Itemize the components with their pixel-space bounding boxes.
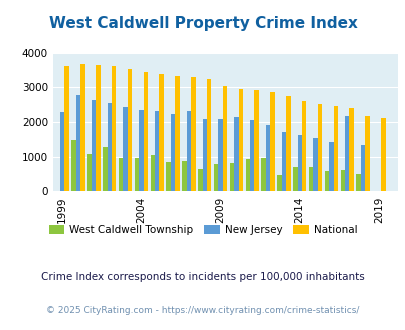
- Bar: [112, 66, 116, 191]
- Bar: [64, 66, 69, 191]
- Bar: [281, 132, 286, 191]
- Bar: [207, 80, 211, 191]
- Bar: [166, 162, 171, 191]
- Bar: [218, 118, 222, 191]
- Bar: [333, 106, 337, 191]
- Bar: [380, 118, 385, 191]
- Bar: [249, 120, 254, 191]
- Bar: [270, 92, 274, 191]
- Bar: [87, 154, 92, 191]
- Bar: [360, 145, 364, 191]
- Bar: [324, 171, 328, 191]
- Bar: [213, 164, 218, 191]
- Bar: [245, 159, 249, 191]
- Bar: [119, 158, 123, 191]
- Bar: [238, 89, 243, 191]
- Bar: [349, 108, 353, 191]
- Bar: [297, 135, 301, 191]
- Bar: [186, 111, 191, 191]
- Bar: [198, 169, 202, 191]
- Bar: [286, 96, 290, 191]
- Bar: [134, 158, 139, 191]
- Bar: [159, 74, 164, 191]
- Bar: [76, 95, 80, 191]
- Bar: [175, 76, 179, 191]
- Bar: [139, 110, 143, 191]
- Bar: [155, 111, 159, 191]
- Bar: [123, 107, 128, 191]
- Bar: [60, 112, 64, 191]
- Bar: [150, 155, 155, 191]
- Bar: [96, 65, 100, 191]
- Bar: [103, 148, 107, 191]
- Bar: [143, 72, 148, 191]
- Bar: [92, 100, 96, 191]
- Text: © 2025 CityRating.com - https://www.cityrating.com/crime-statistics/: © 2025 CityRating.com - https://www.city…: [46, 306, 359, 315]
- Bar: [71, 140, 76, 191]
- Bar: [292, 168, 297, 191]
- Bar: [317, 104, 322, 191]
- Text: West Caldwell Property Crime Index: West Caldwell Property Crime Index: [49, 16, 356, 31]
- Bar: [171, 114, 175, 191]
- Bar: [229, 163, 234, 191]
- Bar: [340, 170, 344, 191]
- Bar: [107, 103, 112, 191]
- Bar: [80, 64, 85, 191]
- Bar: [261, 158, 265, 191]
- Bar: [128, 69, 132, 191]
- Bar: [308, 168, 313, 191]
- Bar: [202, 119, 207, 191]
- Bar: [191, 78, 195, 191]
- Bar: [254, 90, 258, 191]
- Bar: [364, 116, 369, 191]
- Bar: [356, 174, 360, 191]
- Bar: [301, 101, 306, 191]
- Bar: [277, 175, 281, 191]
- Bar: [182, 161, 186, 191]
- Bar: [265, 125, 270, 191]
- Bar: [313, 138, 317, 191]
- Legend: West Caldwell Township, New Jersey, National: West Caldwell Township, New Jersey, Nati…: [45, 220, 360, 239]
- Bar: [328, 142, 333, 191]
- Text: Crime Index corresponds to incidents per 100,000 inhabitants: Crime Index corresponds to incidents per…: [41, 272, 364, 282]
- Bar: [344, 115, 349, 191]
- Bar: [234, 116, 238, 191]
- Bar: [222, 86, 227, 191]
